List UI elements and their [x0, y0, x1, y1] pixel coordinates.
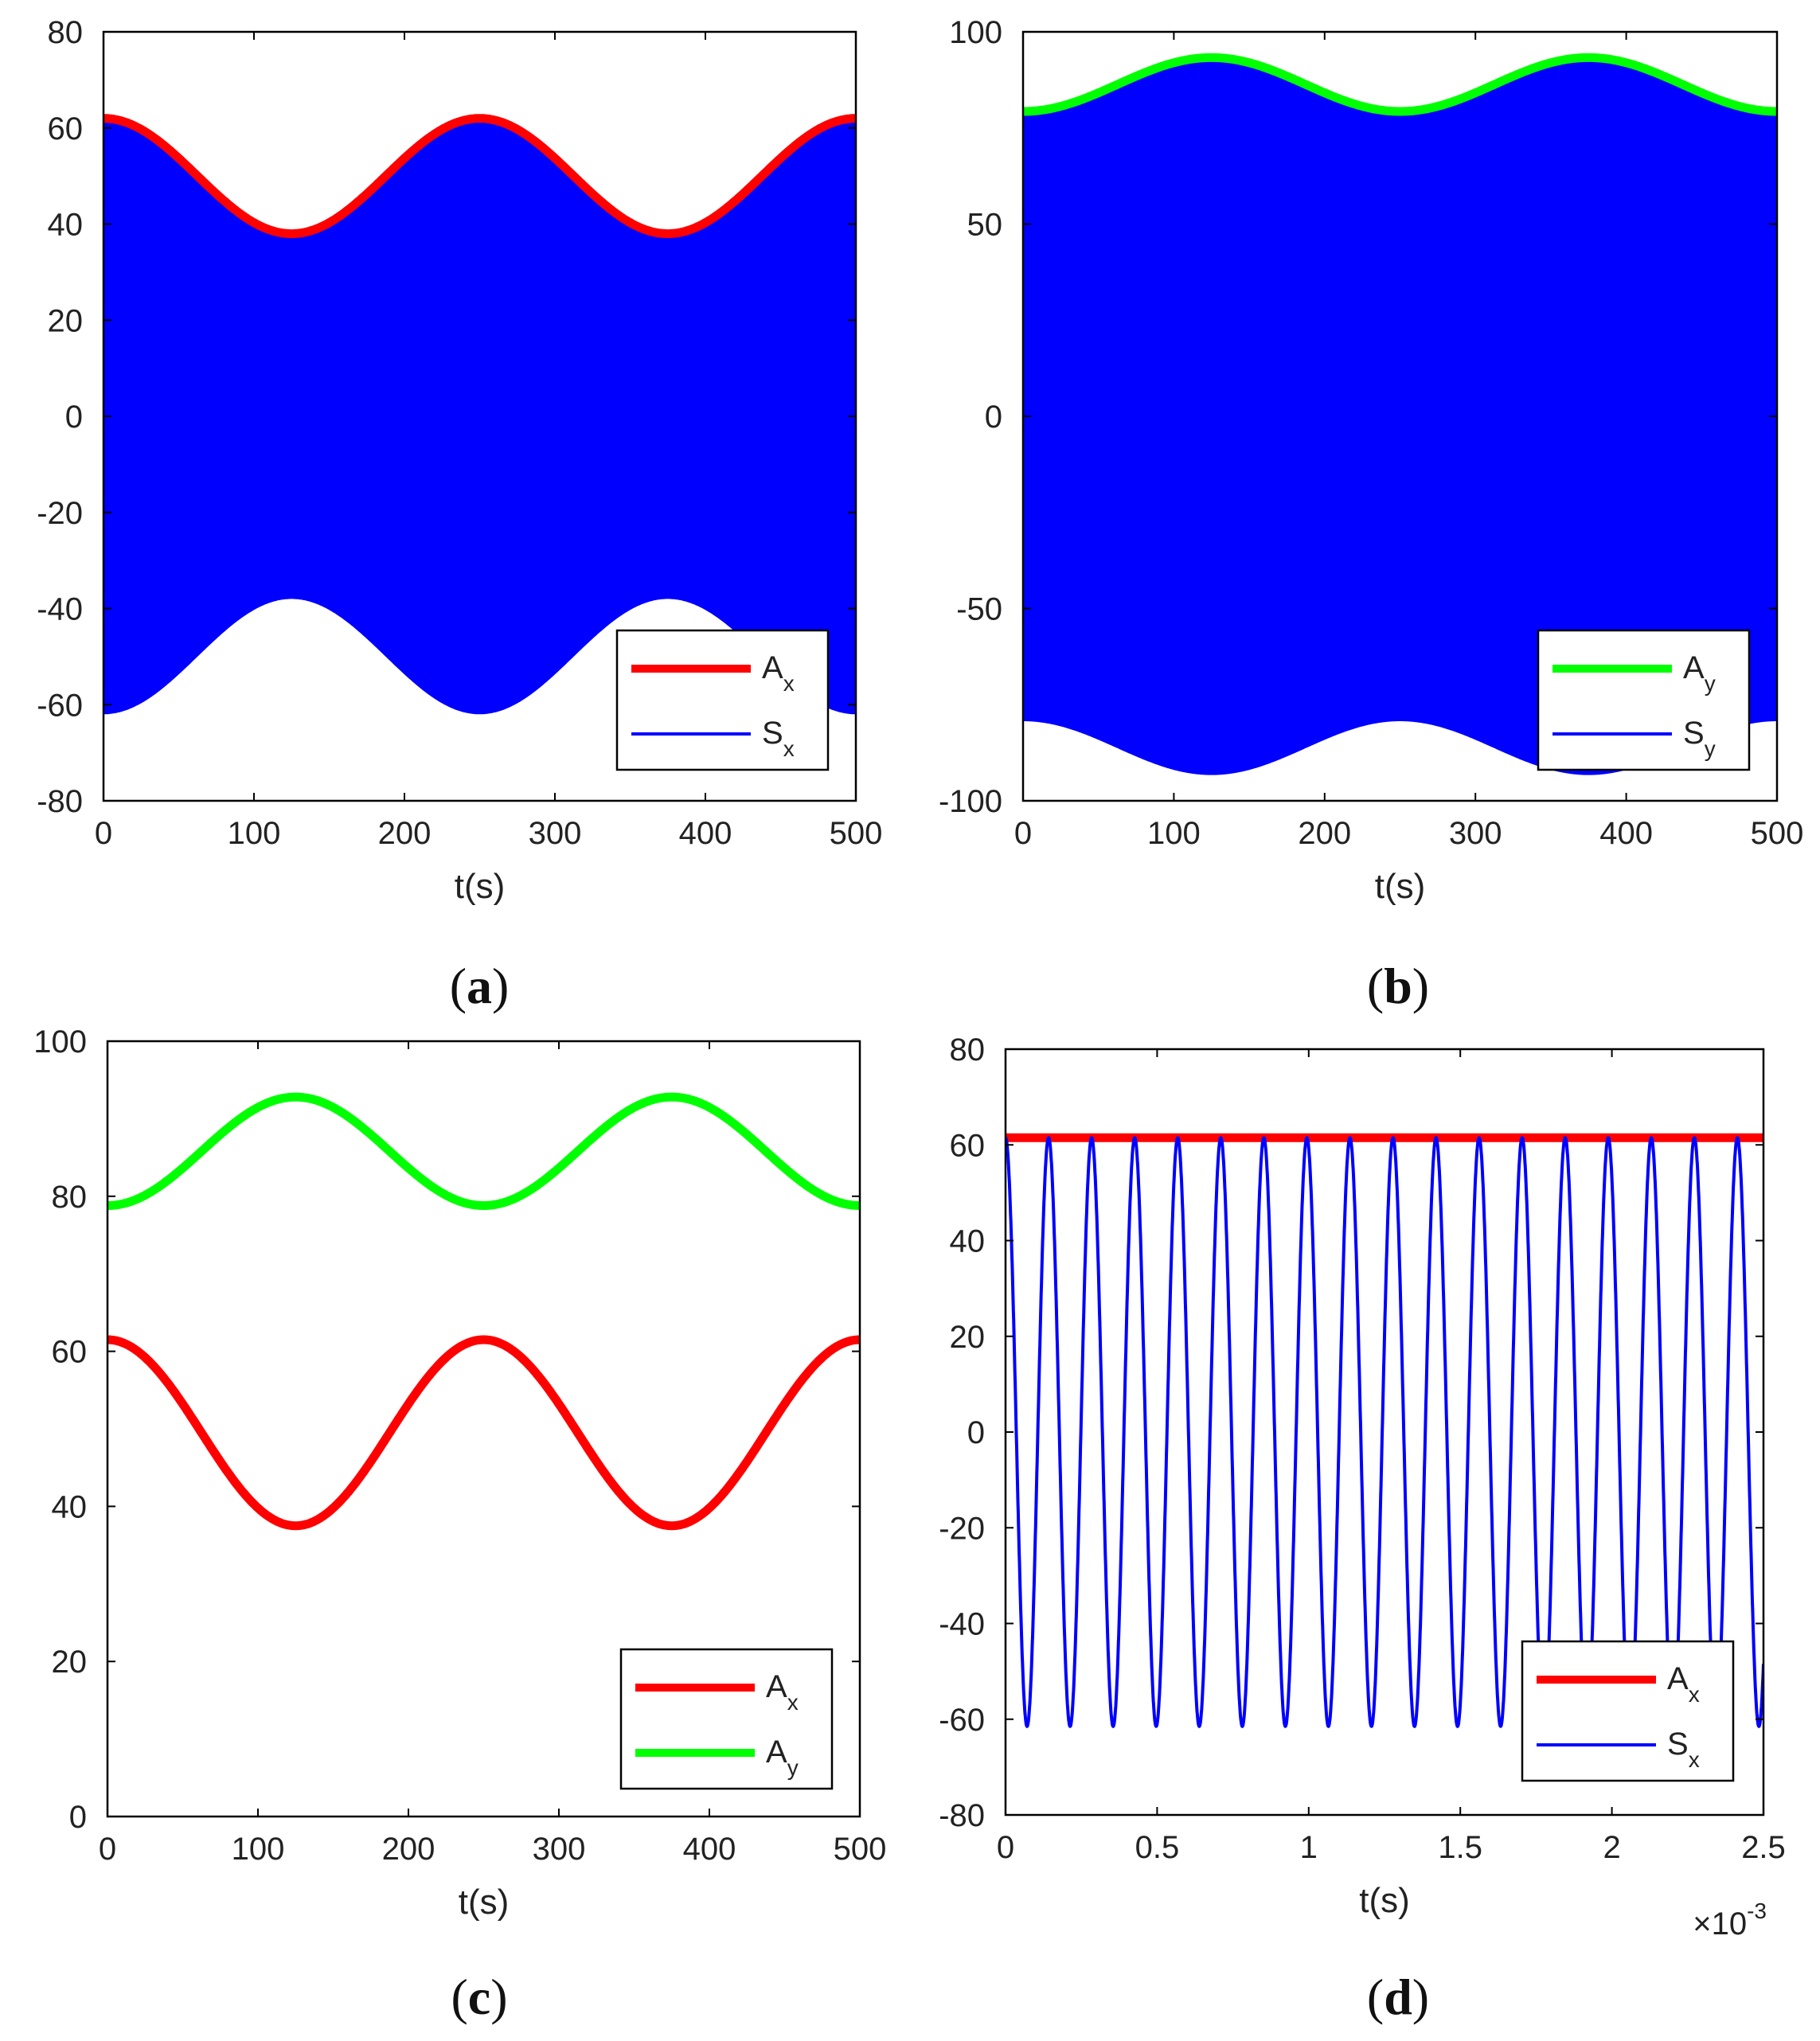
xtick-label: 0	[1014, 816, 1032, 851]
xtick-label: 200	[1298, 816, 1351, 851]
legend-b: Ay Sy	[1537, 629, 1751, 771]
ytick-label: -80	[939, 1798, 985, 1833]
subfigure-caption: (a)	[450, 958, 510, 1014]
ytick-label: -40	[939, 1607, 985, 1642]
xtick-label: 300	[529, 816, 582, 851]
ytick-label: 40	[950, 1224, 986, 1259]
legend-a: Ax Sx	[615, 629, 830, 771]
ytick-label: 80	[48, 15, 84, 50]
subfigure-caption: (c)	[451, 1969, 507, 2025]
ytick-label: -50	[956, 592, 1002, 627]
series-sx-d	[1006, 1136, 1763, 1728]
chart-d: 80 60 40 20 0 -20 -40 -60 -80 0 0.5 1 1.5 2 2.5 t(s) ×10…	[939, 1032, 1786, 2025]
subfigure-caption: (b)	[1367, 958, 1429, 1014]
xtick-label: 300	[533, 1832, 586, 1867]
xtick-label: 100	[228, 816, 281, 851]
legend-c: Ax Ay	[619, 1648, 834, 1790]
legend-label: Ax	[1667, 1661, 1700, 1707]
ytick-label: 80	[950, 1032, 986, 1067]
ytick-label: 60	[52, 1335, 88, 1370]
xtick-label: 1	[1300, 1830, 1318, 1865]
subfigure-caption: (d)	[1367, 1969, 1429, 2025]
xtick-label: 100	[232, 1832, 285, 1867]
xtick-label: 500	[1751, 816, 1804, 851]
legend-label: Sy	[1683, 716, 1716, 761]
ytick-label: 0	[967, 1415, 985, 1450]
xtick-label: 200	[378, 816, 432, 851]
x-axis-label: t(s)	[455, 867, 506, 906]
series-ax-c	[107, 1335, 860, 1531]
legend-label: Ax	[766, 1669, 799, 1715]
xtick-label: 2.5	[1741, 1830, 1786, 1865]
ytick-label: -20	[37, 496, 83, 531]
ytick-label: 80	[52, 1180, 88, 1215]
series-sy-b	[1023, 57, 1777, 775]
series-ay-b	[1023, 53, 1777, 116]
xtick-label: 1.5	[1438, 1830, 1482, 1865]
ytick-label: 60	[950, 1128, 986, 1163]
ytick-label: 50	[967, 208, 1003, 243]
ytick-label: 0	[65, 400, 83, 435]
ytick-label: -60	[37, 688, 83, 723]
xtick-label: 2	[1603, 1830, 1620, 1865]
xtick-label: 400	[1599, 816, 1653, 851]
series-sx-a	[103, 118, 856, 715]
xtick-label: 0.5	[1135, 1830, 1180, 1865]
x-axis-multiplier: ×10-3	[1693, 1899, 1767, 1941]
x-axis-label: t(s)	[459, 1883, 510, 1922]
xtick-label: 0	[95, 816, 112, 851]
x-axis-label: t(s)	[1359, 1881, 1410, 1920]
legend-label: Ay	[1683, 650, 1716, 696]
ytick-label: -40	[37, 592, 83, 627]
ytick-label: 100	[949, 15, 1002, 50]
xtick-label: 300	[1449, 816, 1502, 851]
ytick-label: -100	[939, 784, 1002, 819]
xtick-label: 200	[382, 1832, 435, 1867]
x-axis-label: t(s)	[1375, 867, 1426, 906]
legend-label: Sx	[762, 716, 795, 761]
ytick-label: -20	[939, 1511, 985, 1546]
xtick-label: 0	[99, 1832, 116, 1867]
ytick-label: 20	[48, 303, 84, 338]
ytick-label: 0	[985, 400, 1002, 435]
xtick-label: 400	[683, 1832, 736, 1867]
xtick-label: 500	[834, 1832, 887, 1867]
xtick-label: 100	[1147, 816, 1201, 851]
legend-label: Ay	[766, 1735, 799, 1780]
ytick-label: -80	[37, 784, 83, 819]
xtick-label: 0	[997, 1830, 1014, 1865]
ytick-label: 20	[950, 1320, 986, 1355]
ytick-label: 20	[52, 1645, 88, 1680]
series-ay-c	[107, 1092, 860, 1210]
ytick-label: 40	[52, 1489, 88, 1524]
legend-d: Ax Sx	[1521, 1640, 1735, 1782]
ytick-label: 60	[48, 111, 84, 146]
xtick-label: 500	[830, 816, 883, 851]
ytick-label: -60	[939, 1703, 985, 1738]
xtick-label: 400	[679, 816, 732, 851]
series-ax-a	[103, 114, 856, 239]
ytick-label: 0	[69, 1800, 87, 1835]
ytick-label: 100	[33, 1024, 87, 1060]
axes-box-c	[106, 1040, 861, 1818]
legend-label: Sx	[1667, 1727, 1700, 1772]
ytick-label: 40	[48, 208, 84, 243]
legend-label: Ax	[762, 650, 795, 696]
